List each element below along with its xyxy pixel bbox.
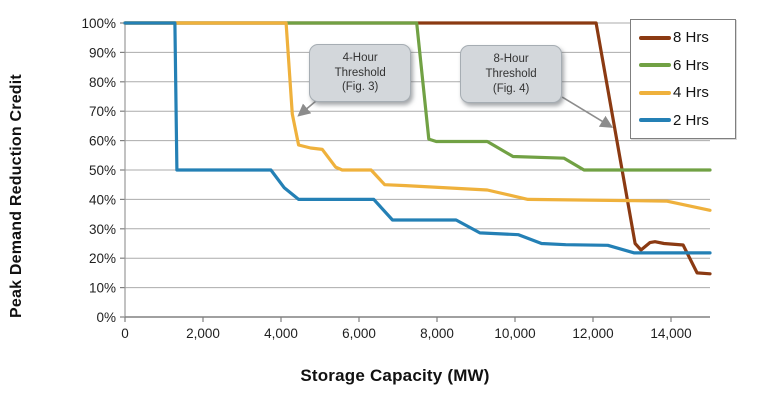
annotation-text-line: (Fig. 3) <box>341 81 379 94</box>
x-tick-label: 0 <box>121 326 129 341</box>
y-axis-title: Peak Demand Reduction Credit <box>8 74 25 318</box>
annotation-text-line: 4-Hour <box>342 51 378 64</box>
legend-item-8-hrs: 8 Hrs <box>639 29 729 46</box>
series-line-2-hrs <box>123 21 712 255</box>
y-tick-label: 90% <box>89 45 116 60</box>
x-tick-label: 12,000 <box>572 326 613 341</box>
y-tick-label: 50% <box>89 163 116 178</box>
annotation-4-hour-threshold: 4-Hour Threshold (Fig. 3) <box>309 43 412 102</box>
x-tick-label: 10,000 <box>494 326 535 341</box>
y-tick-label: 100% <box>81 16 116 31</box>
y-tick-label: 30% <box>89 222 116 237</box>
legend-item-6-hrs: 6 Hrs <box>639 57 729 74</box>
x-tick-label: 14,000 <box>650 326 691 341</box>
x-tick-label: 2,000 <box>186 326 220 341</box>
legend-swatch <box>639 118 671 123</box>
annotation-text-line: 8-Hour <box>493 52 529 65</box>
legend-item-2-hrs: 2 Hrs <box>639 112 729 129</box>
series-line-8-hrs <box>123 21 712 276</box>
y-tick-label: 10% <box>89 281 116 296</box>
x-tick-label: 6,000 <box>342 326 376 341</box>
annotation-8-hour-threshold: 8-Hour Threshold (Fig. 4) <box>460 45 563 104</box>
y-tick-label: 20% <box>89 251 116 266</box>
legend-swatch <box>639 35 671 40</box>
y-tick-label: 40% <box>89 192 116 207</box>
annotation-arrow-4-hour-threshold <box>297 100 317 117</box>
legend-swatch <box>639 63 671 68</box>
x-axis-title: Storage Capacity (MW) <box>300 366 490 385</box>
legend: 8 Hrs 6 Hrs 4 Hrs 2 Hrs <box>630 19 736 139</box>
annotation-text-line: Threshold <box>334 66 386 79</box>
y-tick-label: 60% <box>89 134 116 149</box>
y-tick-label: 80% <box>89 75 116 90</box>
legend-label: 2 Hrs <box>673 111 709 129</box>
legend-label: 6 Hrs <box>673 56 709 74</box>
annotation-text-line: (Fig. 4) <box>492 82 530 95</box>
series-line-6-hrs <box>123 21 712 172</box>
y-tick-label: 70% <box>89 104 116 119</box>
legend-item-4-hrs: 4 Hrs <box>639 84 729 101</box>
x-tick-label: 4,000 <box>264 326 298 341</box>
x-tick-label: 8,000 <box>420 326 454 341</box>
annotation-arrow-8-hour-threshold <box>561 96 614 128</box>
annotation-text-line: Threshold <box>485 67 537 80</box>
series-line-4-hrs <box>123 21 712 212</box>
legend-swatch <box>639 90 671 95</box>
legend-label: 4 Hrs <box>673 84 709 102</box>
legend-label: 8 Hrs <box>673 29 709 47</box>
y-tick-label: 0% <box>96 310 116 325</box>
